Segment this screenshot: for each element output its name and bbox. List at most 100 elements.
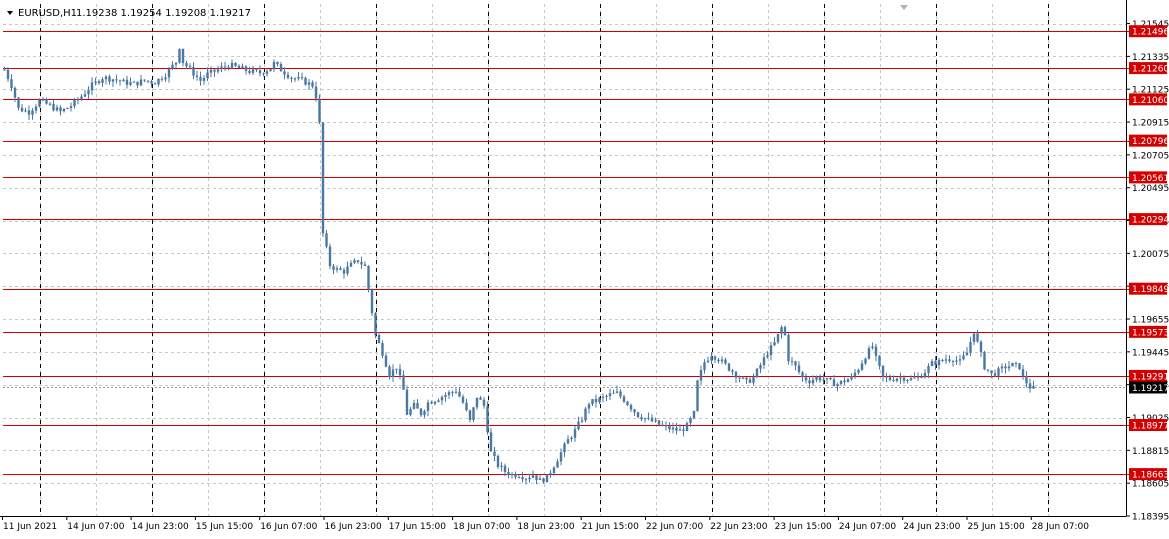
candle-body: [853, 372, 857, 376]
chart-header: EURUSD,H1 1.19238 1.19254 1.19208 1.1921…: [7, 5, 908, 19]
candle-body: [867, 348, 871, 359]
y-tick-label: 1.18815: [1132, 447, 1169, 457]
candle-body: [549, 473, 552, 475]
time-axis: 11 Jun 2021 14 Jun 07:00 14 Jun 23:00 15 Ju…: [0, 516, 1126, 532]
candle-body: [185, 63, 188, 67]
price-level-label-box[interactable]: [1129, 282, 1167, 295]
candle-body: [83, 94, 87, 97]
candle-body: [486, 405, 489, 433]
candle-body: [181, 48, 185, 64]
candle-body: [909, 378, 913, 380]
price-level-label-box[interactable]: [1129, 134, 1167, 147]
candle-body: [279, 64, 283, 72]
x-tick-label: 17 Jun 15:00: [389, 522, 446, 532]
candle-body: [220, 66, 223, 70]
candle-body: [605, 396, 608, 398]
candle-body: [818, 376, 822, 381]
candle-body: [703, 362, 706, 371]
candle-body: [559, 452, 563, 462]
candle-body: [45, 99, 48, 104]
price-level-label-box[interactable]: [1129, 369, 1167, 382]
y-tick-label: 1.21335: [1132, 53, 1169, 63]
candle-body: [34, 106, 38, 111]
candle-body: [503, 465, 507, 472]
candle-body: [657, 420, 661, 425]
y-tick-label: 1.19655: [1132, 316, 1169, 326]
price-level-label: 1.21060: [1132, 96, 1169, 106]
candle-body: [118, 80, 122, 82]
candle-body: [493, 451, 496, 457]
candle-body: [153, 83, 157, 85]
candle-body: [920, 376, 923, 378]
candle-body: [402, 375, 405, 390]
candle-body: [482, 399, 486, 406]
candle-body: [864, 358, 867, 364]
candle-body: [38, 99, 41, 107]
candle-body: [615, 391, 619, 393]
price-level-label-box[interactable]: [1129, 325, 1167, 338]
candle-body: [720, 359, 724, 362]
price-level-label-box[interactable]: [1129, 93, 1167, 106]
candle-body: [524, 479, 528, 481]
candle-body: [899, 377, 902, 379]
candle-body: [577, 421, 580, 430]
candle-body: [258, 70, 262, 74]
x-tick-label: 15 Jun 15:00: [196, 522, 253, 532]
x-tick-label: 22 Jun 23:00: [710, 522, 767, 532]
candle-body: [783, 327, 787, 335]
candle-body: [685, 423, 689, 431]
candle-body: [356, 260, 360, 262]
candle-body: [139, 79, 143, 86]
price-level-label: 1.18663: [1132, 471, 1169, 481]
y-tick-label: 1.20705: [1132, 151, 1169, 161]
candle-body: [440, 396, 444, 401]
candle-body: [997, 368, 1000, 376]
candle-body: [251, 69, 255, 73]
candle-body: [797, 365, 801, 373]
dropdown-icon[interactable]: [7, 11, 13, 15]
price-level-label-box[interactable]: [1129, 468, 1167, 481]
candle-body: [300, 77, 304, 79]
candle-body: [514, 474, 517, 478]
candle-body: [349, 262, 353, 267]
candle-body: [566, 439, 570, 444]
candle-body: [332, 266, 335, 270]
candle-body: [59, 107, 62, 112]
price-level-label-box[interactable]: [1129, 171, 1167, 184]
candle-body: [157, 78, 160, 85]
candle-body: [115, 79, 118, 81]
candle-body: [76, 99, 80, 101]
candle-body: [692, 410, 696, 419]
candle-body: [419, 408, 423, 416]
candle-body: [73, 99, 76, 107]
candle-body: [346, 266, 349, 274]
candle-body: [125, 79, 129, 85]
price-level-label-box[interactable]: [1129, 25, 1167, 38]
candle-body: [706, 360, 710, 363]
candle-body: [668, 425, 671, 430]
y-tick-label: 1.20495: [1132, 184, 1169, 194]
candle-body: [167, 68, 171, 78]
price-axis: 1.21545 1.21335 1.21125 1.20915 1.20705 1.204…: [1126, 0, 1169, 523]
candle-body: [892, 380, 895, 382]
price-level-label-box[interactable]: [1129, 419, 1167, 432]
candle-body: [430, 402, 433, 404]
candle-body: [993, 373, 997, 376]
candle-body: [552, 467, 556, 474]
candle-body: [24, 110, 27, 112]
price-level-label: 1.21496: [1132, 28, 1169, 38]
candle-body: [738, 377, 741, 379]
candle-body: [839, 380, 843, 385]
candle-body: [377, 334, 381, 344]
price-level-label-box[interactable]: [1129, 62, 1167, 75]
candle-body: [678, 429, 682, 431]
candle-body: [542, 478, 545, 483]
price-level-label-box[interactable]: [1129, 213, 1167, 226]
candle-body: [1011, 362, 1014, 367]
candle-body: [381, 343, 384, 356]
candle-body: [804, 377, 808, 381]
candle-body: [27, 110, 31, 115]
shift-marker-icon[interactable]: [900, 5, 908, 10]
candle-body: [80, 96, 83, 100]
